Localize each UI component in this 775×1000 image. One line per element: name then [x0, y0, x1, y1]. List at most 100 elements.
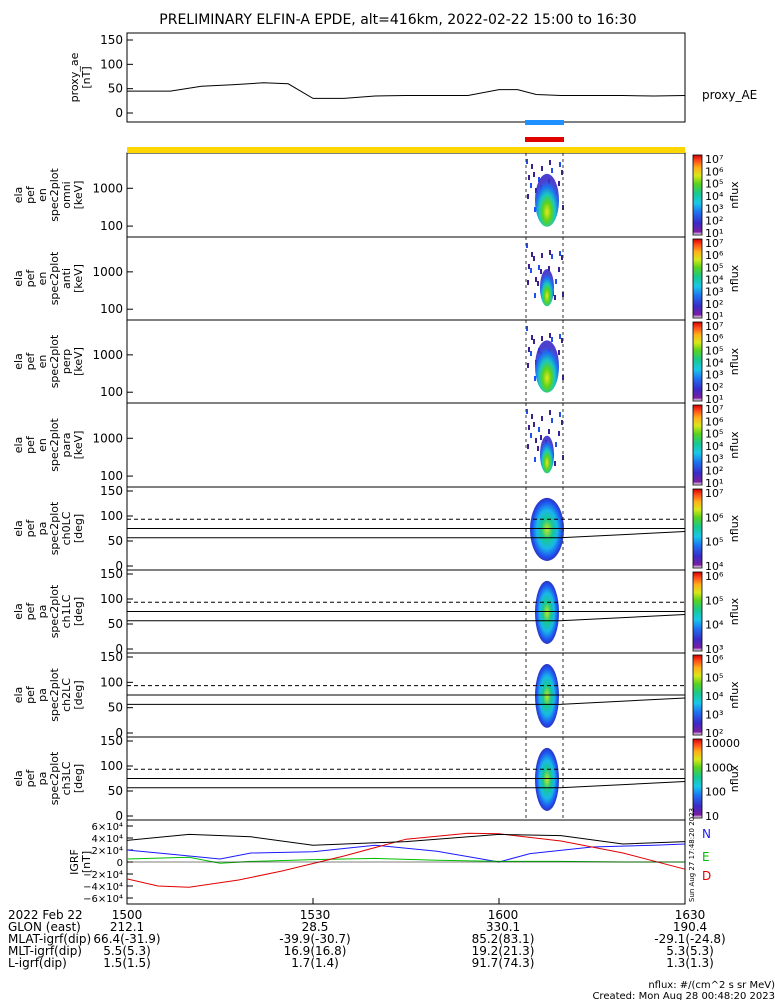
colorbar-tick-label: 10⁵ — [705, 344, 723, 357]
y-tick-label: 150 — [100, 484, 123, 498]
colorbar-tick-label: 10⁶ — [705, 653, 724, 666]
panel-frame — [126, 402, 686, 488]
y-tick-label: 100 — [100, 302, 123, 316]
spectrogram-speckle — [534, 293, 536, 298]
colorbar-tick-label: 10⁷ — [705, 487, 723, 500]
render-stamp: Sun Aug 27 17:48:20 2023 — [688, 808, 696, 902]
colorbar-label: nflux — [728, 347, 741, 375]
y-axis-label: omni — [60, 181, 73, 208]
panel-frame — [126, 236, 686, 321]
y-axis-label: [keV] — [72, 431, 85, 460]
spectrogram-speckle — [559, 334, 561, 339]
interval-bar-yellow — [127, 147, 685, 153]
spectrogram-speckle — [551, 337, 553, 342]
colorbar-tick-label: 10⁵ — [705, 594, 723, 607]
y-axis-label: [nT] — [80, 851, 93, 873]
igrf-label-e: E — [702, 850, 710, 864]
spectrogram-speckle — [562, 292, 564, 297]
colorbar-tick-label: 1000 — [705, 761, 733, 774]
spectrogram-speckle — [526, 243, 528, 248]
y-tick-label: 1000 — [92, 265, 123, 279]
colorbar-tick-label: 10¹ — [705, 393, 723, 406]
y-axis-label: pef — [24, 185, 37, 204]
pa-blob — [530, 497, 564, 561]
spectrogram-blob — [540, 435, 554, 474]
y-tick-label: 50 — [108, 534, 123, 548]
y-axis-label: en — [36, 272, 49, 286]
colorbar-tick-label: 10⁷ — [705, 320, 723, 333]
colorbar-tick-label: 10² — [705, 298, 723, 311]
y-tick-label: 150 — [100, 734, 123, 748]
footer-value: 1500 — [111, 908, 143, 922]
y-axis-label: anti — [60, 268, 73, 289]
y-tick-label: 0 — [115, 642, 123, 656]
y-tick-label: 0 — [115, 559, 123, 573]
panel-ch2LC — [126, 652, 703, 738]
y-axis-label: [deg] — [72, 597, 85, 626]
pa-blob — [535, 580, 559, 644]
spectrogram-speckle — [555, 442, 557, 447]
y-axis-label: spec2plot — [48, 584, 61, 638]
spectrogram-blob — [540, 268, 554, 307]
y-axis-label: spec2plot — [48, 751, 61, 805]
footer-value: -39.9(-30.7) — [279, 932, 351, 946]
y-axis-label: pef — [24, 519, 37, 538]
spectrogram-speckle — [528, 425, 530, 430]
y-tick-label: 1000 — [92, 348, 123, 362]
y-tick-label: 6×10⁴ — [92, 822, 123, 833]
spectrogram-speckle — [527, 280, 529, 285]
pa-blob — [535, 747, 559, 811]
colorbar — [692, 321, 703, 402]
spectrogram-speckle — [535, 438, 537, 443]
colorbar-tick-label: 10³ — [705, 286, 723, 299]
colorbar-tick-label: 10⁴ — [705, 190, 724, 203]
y-tick-label: −4×10⁴ — [83, 882, 123, 893]
y-axis-label: pef — [24, 769, 37, 788]
footer-value: 212.1 — [109, 920, 145, 934]
colorbar-tick-label: 10² — [705, 215, 723, 228]
y-axis-label: [keV] — [72, 347, 85, 376]
spectrogram-speckle — [526, 326, 528, 331]
y-tick-label: 100 — [100, 675, 123, 689]
y-axis-label: ela — [12, 187, 25, 204]
spectrogram-speckle — [541, 416, 543, 421]
spectrogram-speckle — [562, 375, 564, 380]
footer-value: -29.1(-24.8) — [654, 932, 726, 946]
colorbar-tick-label: 10⁵ — [705, 261, 723, 274]
y-axis-label: spec2plot — [48, 668, 61, 722]
y-tick-label: 4×10⁴ — [92, 834, 123, 845]
y-axis-label: ela — [12, 353, 25, 370]
spectrogram-speckle — [540, 435, 542, 440]
y-tick-label: 50 — [108, 784, 123, 798]
panel-omni — [126, 152, 703, 238]
spectrogram-speckle — [528, 264, 530, 269]
spectrogram-blob — [535, 173, 559, 227]
spectrogram-speckle — [541, 336, 543, 341]
y-tick-label: 1000 — [92, 181, 123, 195]
spectrogram-speckle — [527, 444, 529, 449]
spectrogram-speckle — [558, 181, 560, 186]
panel-ch3LC — [126, 736, 703, 821]
colorbar-tick-label: 10⁶ — [705, 249, 724, 262]
colorbar-tick-label: 10⁶ — [705, 332, 724, 345]
y-tick-label: 100 — [100, 57, 123, 71]
spectrogram-speckle — [551, 418, 553, 423]
y-axis-label: ela — [12, 520, 25, 537]
y-tick-label: 0 — [115, 809, 123, 823]
colorbar-tick-label: 10⁶ — [705, 415, 724, 428]
colorbar-label: nflux — [728, 514, 741, 542]
y-tick-label: 100 — [100, 592, 123, 606]
panel-perp — [126, 319, 703, 404]
colorbar-tick-label: 100 — [705, 786, 726, 799]
y-axis-label: ela — [12, 437, 25, 454]
spectrogram-speckle — [531, 414, 533, 419]
colorbar-tick-label: 10⁶ — [705, 165, 724, 178]
spectrogram-speckle — [559, 412, 561, 417]
colorbar-tick-label: 10³ — [705, 369, 723, 382]
colorbar-tick-label: 10000 — [705, 737, 740, 750]
spectrogram-speckle — [533, 256, 535, 261]
spectrogram-speckle — [561, 420, 563, 425]
footer-value: 1530 — [299, 908, 331, 922]
spectrogram-speckle — [527, 363, 529, 368]
y-axis-label: spec2plot — [48, 168, 61, 222]
